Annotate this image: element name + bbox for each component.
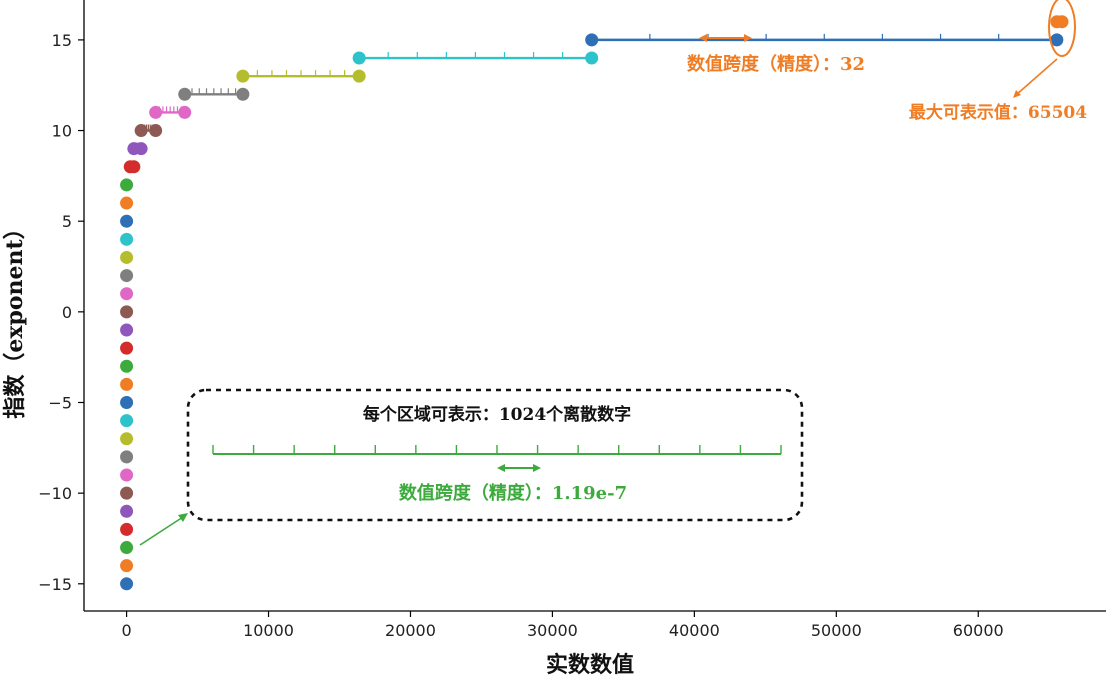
y-tick-label: −15: [38, 575, 72, 594]
exponent-end-point: [149, 124, 163, 138]
exponent-point: [120, 577, 134, 591]
max-value-ellipse: [1048, 0, 1076, 57]
exponent-end-point: [352, 69, 366, 83]
exponent-point: [120, 541, 134, 555]
exponent-point: [120, 504, 134, 518]
max-value-arrowhead: [1013, 90, 1021, 98]
exponent-point: [120, 468, 134, 482]
exponent-point: [120, 178, 134, 192]
exponent-start-point: [134, 124, 148, 138]
info-box-title: 每个区域可表示：1024个离散数字: [363, 404, 631, 425]
y-tick-label: 0: [62, 303, 72, 322]
max-value-label: 最大可表示值：65504: [909, 102, 1087, 123]
exponent-start-point: [149, 105, 163, 119]
x-tick-label: 10000: [243, 621, 294, 640]
chart-marks: [120, 15, 1069, 591]
exponent-point: [120, 450, 134, 464]
exponent-point: [120, 305, 134, 319]
exponent-point: [120, 323, 134, 337]
exponent-end-point: [1050, 33, 1064, 47]
info-box-frame: [186, 388, 804, 522]
x-tick-label: 50000: [811, 621, 862, 640]
y-tick-label: −10: [38, 484, 72, 503]
exponent-end-point: [178, 105, 192, 119]
exponent-end-point: [134, 142, 148, 156]
axis-ticks: 0 10000 20000 30000 40000 50000 60000 −15 −10 −5 0…: [38, 31, 1003, 640]
exponent-point: [120, 486, 134, 500]
exponent-point: [120, 214, 134, 228]
exponent-point: [120, 232, 134, 246]
exponent-point: [120, 196, 134, 210]
info-box-scale-ticks: [212, 445, 782, 454]
top-span-annotation: 数值跨度（精度）：32: [687, 34, 865, 75]
exponent-start-point: [352, 51, 366, 65]
info-box-span-label: 数值跨度（精度）：1.19e-7: [399, 482, 627, 504]
top-span-label: 数值跨度（精度）：32: [687, 53, 865, 75]
x-tick-label: 20000: [385, 621, 436, 640]
x-tick-label: 30000: [527, 621, 578, 640]
exponent-end-point: [1055, 15, 1069, 29]
max-value-arrow: [1015, 58, 1058, 96]
y-tick-label: 15: [52, 31, 72, 50]
exponent-end-point: [127, 160, 141, 174]
exponent-point: [120, 522, 134, 536]
info-box: 每个区域可表示：1024个离散数字 数值跨度（精度）：1.19e-7: [186, 388, 804, 522]
exponent-point: [120, 559, 134, 573]
y-tick-label: 10: [52, 122, 72, 141]
x-axis-title: 实数数值: [546, 652, 634, 678]
max-value-annotation: 最大可表示值：65504: [909, 0, 1087, 123]
exponent-start-point: [585, 33, 599, 47]
exponent-point: [120, 359, 134, 373]
exponent-start-point: [236, 69, 250, 83]
x-tick-label: 0: [121, 621, 131, 640]
y-tick-label: −5: [48, 393, 72, 412]
green-pointer-arrowhead: [178, 513, 188, 522]
y-axis-title: 指数（exponent）: [2, 217, 28, 418]
exponent-start-point: [178, 87, 192, 101]
info-box-arrowhead-left: [497, 464, 505, 472]
exponent-point: [120, 395, 134, 409]
x-tick-label: 60000: [953, 621, 1004, 640]
top-span-arrowhead-left: [699, 34, 707, 42]
y-tick-label: 5: [62, 212, 72, 231]
x-tick-label: 40000: [669, 621, 720, 640]
exponent-end-point: [236, 87, 250, 101]
exponent-end-point: [585, 51, 599, 65]
info-box-arrowhead-right: [533, 464, 541, 472]
exponent-point: [120, 432, 134, 446]
exponent-point: [120, 250, 134, 264]
exponent-point: [120, 269, 134, 283]
green-pointer-arrow: [139, 516, 184, 546]
exponent-point: [120, 341, 134, 355]
exponent-point: [120, 377, 134, 391]
top-span-arrowhead-right: [744, 34, 752, 42]
exponent-point: [120, 287, 134, 301]
exponent-point: [120, 414, 134, 428]
